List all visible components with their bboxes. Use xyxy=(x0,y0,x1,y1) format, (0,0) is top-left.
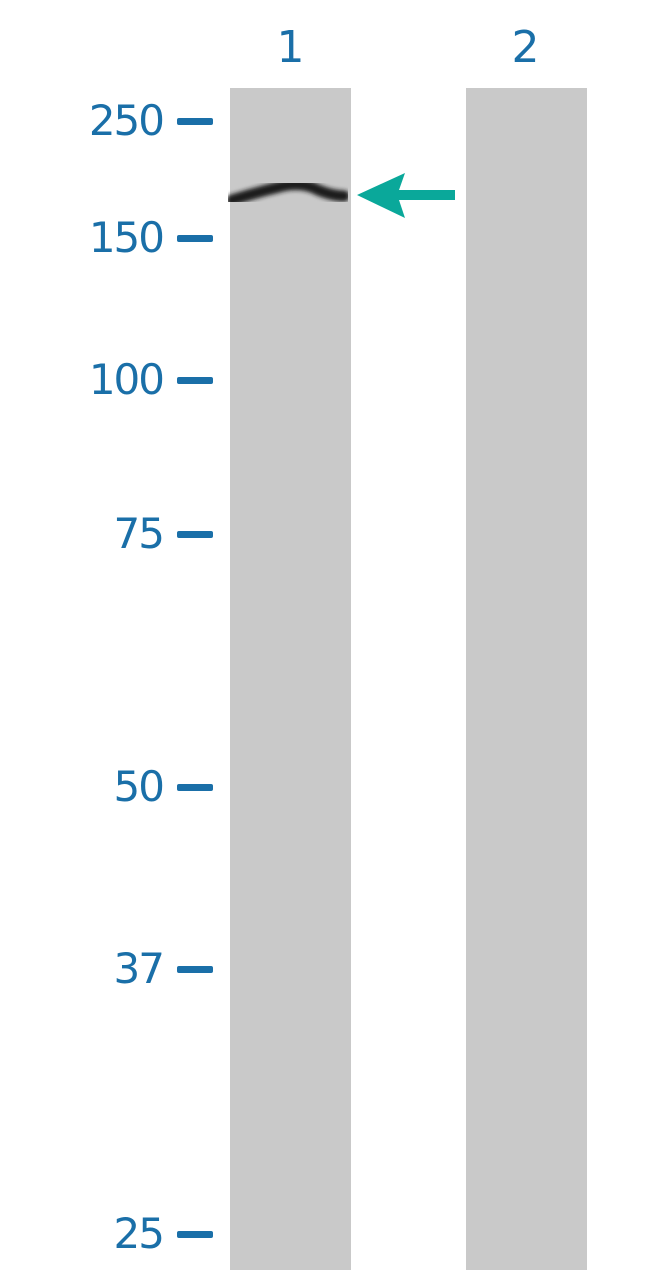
lane-2 xyxy=(466,88,587,1270)
marker-tick xyxy=(177,377,213,384)
marker-50: 50 xyxy=(0,762,215,812)
marker-tick xyxy=(177,235,213,242)
arrow-left-icon xyxy=(357,173,455,218)
lane-label-2: 2 xyxy=(511,22,540,73)
marker-label: 150 xyxy=(88,213,165,262)
marker-label: 50 xyxy=(113,762,165,811)
marker-150: 150 xyxy=(0,213,215,263)
marker-tick xyxy=(177,784,213,791)
lane-1 xyxy=(230,88,351,1270)
marker-tick xyxy=(177,966,213,973)
marker-250: 250 xyxy=(0,96,215,146)
protein-band xyxy=(228,179,348,206)
marker-tick xyxy=(177,531,213,538)
marker-37: 37 xyxy=(0,944,215,994)
lane-label-1: 1 xyxy=(276,22,305,73)
marker-label: 100 xyxy=(88,355,165,404)
marker-label: 250 xyxy=(88,96,165,145)
marker-tick xyxy=(177,1231,213,1238)
marker-label: 75 xyxy=(113,509,165,558)
marker-label: 37 xyxy=(113,944,165,993)
marker-75: 75 xyxy=(0,509,215,559)
marker-100: 100 xyxy=(0,355,215,405)
marker-label: 25 xyxy=(113,1209,165,1258)
marker-25: 25 xyxy=(0,1209,215,1259)
marker-tick xyxy=(177,118,213,125)
